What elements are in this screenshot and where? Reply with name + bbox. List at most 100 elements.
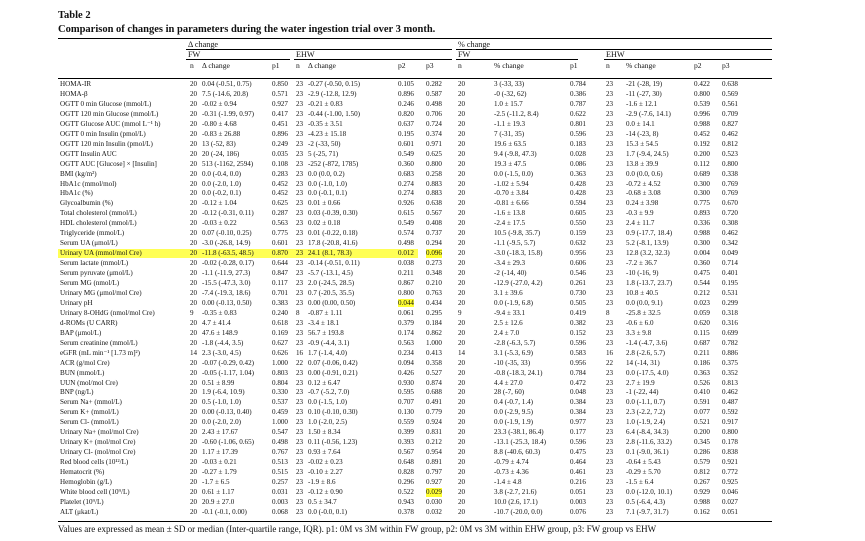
cell-p1: 0.035	[272, 149, 288, 158]
cell-n4: 23	[606, 129, 614, 138]
cell-label: BMI (kg/m²)	[60, 169, 97, 178]
cell-p3: 0.273	[426, 259, 442, 268]
table-row: ALT (μkat/L) 20 -0.1 (-0.1, 0.00) 0.068 23 0.…	[0, 508, 865, 517]
cell-v1: 20.9 ± 27.0	[202, 497, 235, 506]
cell-v3: -1.1 (-9.5, 5.7)	[494, 239, 536, 248]
cell-p2b: 0.452	[694, 129, 710, 138]
table-row: HbA1c (%) 20 0.0 (-0.2, 0.1) 0.452 23 0.0 (-0…	[0, 189, 865, 198]
cell-n4: 23	[606, 209, 614, 218]
cell-p1b: 0.594	[570, 199, 586, 208]
cell-n4: 23	[606, 199, 614, 208]
group-pct-rule	[456, 49, 772, 50]
cell-label: ACR (g/mol Cre)	[60, 358, 110, 367]
cell-p3b: 0.049	[722, 249, 738, 258]
cell-p1: 0.459	[272, 408, 288, 417]
cell-p3b: 0.462	[722, 388, 738, 397]
cell-p3: 0.625	[426, 149, 442, 158]
cell-p1b: 0.596	[570, 129, 586, 138]
cell-p2b: 0.929	[694, 487, 710, 496]
cell-v1: -0.12 ± 1.04	[202, 199, 237, 208]
cell-p3: 0.413	[426, 348, 442, 357]
cell-p1: 0.847	[272, 269, 288, 278]
cell-n3: 20	[458, 249, 466, 258]
cell-p3b: 0.299	[722, 298, 738, 307]
cell-v2: 56.7 ± 193.8	[308, 328, 344, 337]
cell-p3: 0.210	[426, 279, 442, 287]
table-row: BUN (mmol/L) 20 -0.05 (-1.17, 1.04) 0.803 23…	[0, 369, 865, 378]
cell-n1: 20	[190, 99, 198, 108]
cell-v3: -9.4 ± 33.1	[494, 308, 526, 317]
cell-v1: -0.60 (-1.06, 0.65)	[202, 438, 255, 447]
cell-v2: -5.7 (-13.1, 4.5)	[308, 269, 353, 278]
cell-p2b: 0.267	[694, 478, 710, 486]
cell-n1: 20	[190, 80, 198, 88]
cell-v4: 0.0 ± 14.1	[626, 119, 655, 128]
cell-p2b: 0.689	[694, 169, 710, 178]
cell-n3: 20	[458, 139, 466, 148]
cell-p2b: 0.345	[694, 438, 710, 447]
cell-v4: 12.8 (3.2, 32.3)	[626, 249, 670, 258]
cell-n2: 23	[296, 328, 304, 337]
cell-p2: 0.549	[398, 219, 414, 228]
cell-p1: 0.452	[272, 179, 288, 188]
cell-v3: -0.70 ± 3.84	[494, 189, 529, 198]
cell-v2: 1.0 (-2.0, 2.5)	[308, 418, 348, 427]
table-row: OGTT 0 min Glucose (mmol/L) 20 -0.02 ± 0.9…	[0, 100, 865, 109]
cell-v3: 9.4 (-9.8, 47.3)	[494, 149, 537, 158]
col-p3-pct: p3	[722, 61, 730, 70]
cell-label: OGTT 120 min Insulin (pmol/L)	[60, 139, 153, 148]
cell-p1: 0.383	[272, 298, 288, 307]
cell-v3: -0.79 ± 4.74	[494, 458, 529, 467]
cell-label: Urinary Na+ (mol/mol Cre)	[60, 428, 139, 437]
table-row: HbA1c (mmol/mol) 20 0.0 (-2.0, 1.0) 0.452 23…	[0, 180, 865, 189]
cell-p2: 0.378	[398, 507, 414, 516]
cell-p2: 0.130	[398, 408, 414, 417]
cell-v2: -1.9 ± 8.6	[308, 478, 336, 486]
cell-p1b: 0.596	[570, 438, 586, 447]
cell-p1b: 0.550	[570, 219, 586, 228]
cell-v3: -10.7 (-20.0, 0.0)	[494, 507, 543, 516]
cell-p2b: 0.023	[694, 298, 710, 307]
cell-v1: 513 (-1162, 2594)	[202, 159, 254, 168]
cell-v2: -0.27 (-0.50, 0.15)	[308, 80, 361, 88]
group-pct-change: % change	[458, 40, 491, 49]
cell-v3: -3.4 ± 29.3	[494, 259, 526, 268]
cell-n2: 23	[296, 298, 304, 307]
cell-n1: 20	[190, 169, 198, 178]
cell-v3: 3.1 (-5.3, 6.9)	[494, 348, 534, 357]
fw-pct-rule	[456, 59, 578, 60]
cell-p3b: 0.670	[722, 199, 738, 208]
cell-n3: 9	[458, 308, 462, 317]
cell-p2b: 0.200	[694, 149, 710, 158]
cell-n4: 23	[606, 408, 614, 417]
cell-v2: 0.93 ± 7.64	[308, 448, 341, 457]
cell-v3: 4.4 ± 27.0	[494, 378, 523, 387]
cell-p1b: 0.596	[570, 338, 586, 347]
cell-p1: 0.625	[272, 199, 288, 208]
cell-n4: 23	[606, 458, 614, 467]
cell-v4: 2.7 ± 19.9	[626, 378, 655, 387]
cell-v1: 2.43 ± 17.67	[202, 428, 238, 437]
cell-p2: 0.648	[398, 458, 414, 467]
cell-p3b: 0.523	[722, 149, 738, 158]
cell-label: Serum UA (μmol/L)	[60, 239, 118, 248]
table-row: HOMA-IR 20 0.04 (-0.51, 0.75) 0.850 23 -0.27 …	[0, 80, 865, 89]
cell-p3: 0.954	[426, 448, 442, 457]
cell-n3: 20	[458, 468, 466, 477]
cell-v2: -0.7 (-5.2, 7.0)	[308, 388, 350, 397]
cell-p3b: 0.462	[722, 229, 738, 238]
cell-p1: 0.563	[272, 219, 288, 228]
ehw-pct-rule	[604, 59, 772, 60]
cell-v2: 0.03 (-0.39, 0.30)	[308, 209, 358, 218]
cell-p2: 0.559	[398, 418, 414, 427]
cell-label: OGTT AUC [Glucose] × [Insulin]	[60, 159, 157, 168]
cell-p2: 0.498	[398, 239, 414, 248]
cell-p1b: 0.003	[570, 497, 586, 506]
table-row: Hematocrit (%) 20 -0.27 ± 1.79 0.515 23 -0.10…	[0, 468, 865, 477]
cell-p2b: 0.620	[694, 318, 710, 327]
table-row: Hemoglobin (g/L) 20 -1.7 ± 6.5 0.257 23 -1.9 …	[0, 478, 865, 487]
cell-n1: 20	[190, 269, 198, 278]
cell-n2: 23	[296, 428, 304, 437]
cell-n4: 23	[606, 219, 614, 228]
cell-p3b: 0.800	[722, 428, 738, 437]
